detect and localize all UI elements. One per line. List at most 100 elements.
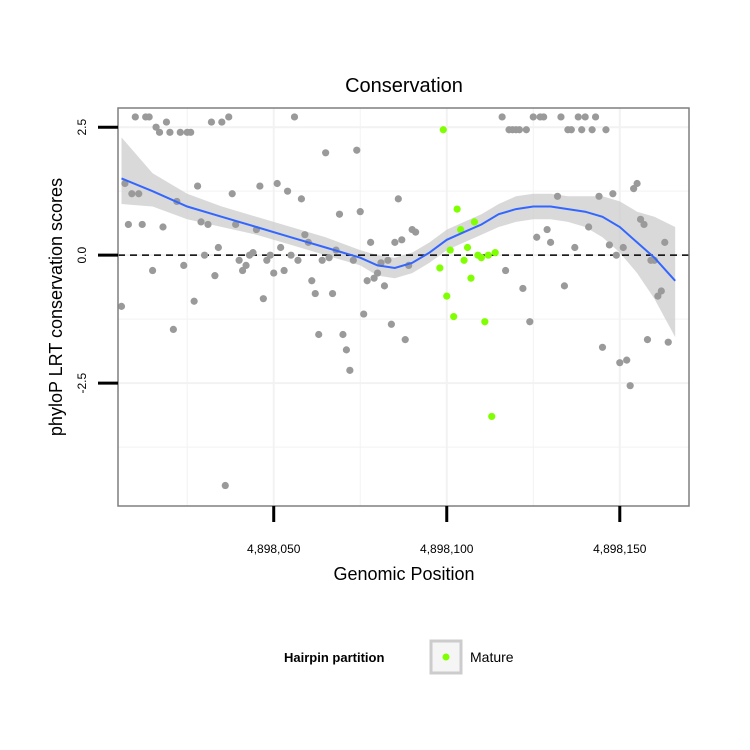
- other-point: [187, 128, 195, 136]
- other-point: [169, 325, 177, 333]
- other-point: [567, 126, 575, 134]
- other-point: [214, 243, 222, 252]
- other-point: [131, 113, 139, 121]
- other-point: [290, 113, 299, 121]
- x-tick-label: 4,898,050: [247, 542, 301, 556]
- other-point: [553, 192, 562, 200]
- other-point: [322, 149, 330, 157]
- mature-point: [491, 249, 499, 257]
- other-point: [211, 272, 219, 280]
- other-point: [373, 269, 382, 277]
- mature-point: [481, 318, 489, 326]
- other-point: [664, 338, 672, 346]
- other-point: [643, 336, 652, 344]
- other-point: [526, 318, 534, 326]
- other-point: [498, 113, 506, 121]
- other-point: [325, 254, 333, 262]
- other-point: [280, 266, 288, 275]
- other-point: [207, 118, 216, 126]
- other-point: [238, 266, 247, 275]
- other-point: [591, 113, 600, 121]
- other-point: [152, 123, 160, 131]
- other-point: [162, 118, 171, 126]
- y-tick-label: 0.0: [75, 247, 89, 264]
- panel-background: [118, 108, 689, 506]
- other-point: [515, 126, 524, 134]
- mature-point: [457, 225, 465, 234]
- x-axis-title: Genomic Position: [333, 564, 474, 584]
- other-point: [256, 182, 264, 190]
- other-point: [367, 238, 375, 246]
- other-point: [200, 251, 209, 259]
- other-point: [190, 297, 198, 305]
- mature-point: [484, 251, 492, 259]
- other-point: [166, 128, 174, 136]
- mature-point: [470, 218, 479, 226]
- other-point: [571, 243, 579, 252]
- other-point: [640, 220, 648, 229]
- other-point: [630, 185, 638, 193]
- other-point: [598, 343, 607, 351]
- other-point: [661, 238, 669, 246]
- other-point: [356, 208, 364, 216]
- other-point: [124, 220, 132, 229]
- other-point: [391, 238, 399, 246]
- other-point: [297, 195, 306, 203]
- other-point: [412, 228, 420, 236]
- mature-point: [467, 274, 475, 282]
- other-point: [605, 241, 614, 249]
- other-point: [232, 220, 240, 229]
- other-point: [585, 223, 593, 231]
- other-point: [287, 251, 295, 259]
- other-point: [595, 192, 603, 200]
- other-point: [266, 251, 274, 259]
- other-point: [636, 215, 645, 223]
- other-point: [581, 113, 589, 121]
- other-point: [328, 289, 337, 298]
- other-point: [387, 320, 395, 328]
- plot-panel: [117, 107, 690, 507]
- mature-point: [463, 243, 472, 252]
- other-point: [602, 126, 610, 134]
- other-point: [529, 113, 537, 121]
- other-point: [138, 220, 146, 229]
- x-tick-label: 4,898,100: [420, 542, 474, 556]
- other-point: [540, 113, 548, 121]
- legend-label-mature: Mature: [470, 649, 514, 665]
- other-point: [543, 225, 551, 234]
- other-point: [235, 256, 243, 264]
- other-point: [612, 251, 620, 259]
- other-point: [308, 277, 316, 285]
- legend: Hairpin partition Mature: [284, 639, 514, 675]
- other-point: [633, 179, 641, 188]
- mature-point: [453, 205, 461, 213]
- other-point: [380, 282, 389, 290]
- other-point: [197, 218, 205, 226]
- other-point: [657, 287, 665, 295]
- chart-title: Conservation: [345, 75, 463, 97]
- other-point: [360, 310, 368, 318]
- mature-point: [443, 292, 451, 300]
- other-point: [121, 179, 129, 188]
- other-point: [277, 243, 285, 252]
- mature-point: [436, 264, 444, 272]
- other-point: [394, 195, 402, 203]
- other-point: [370, 274, 378, 282]
- other-point: [522, 126, 530, 134]
- other-point: [155, 128, 164, 136]
- other-point: [242, 261, 250, 270]
- x-axis: 4,898,050 4,898,100 4,898,150: [247, 506, 647, 556]
- other-point: [283, 187, 292, 195]
- other-point: [225, 113, 233, 121]
- legend-title: Hairpin partition: [284, 650, 384, 665]
- other-point: [221, 481, 229, 490]
- other-point: [180, 261, 188, 270]
- other-point: [204, 220, 212, 229]
- other-point: [159, 223, 167, 231]
- other-point: [623, 356, 631, 364]
- other-point: [346, 366, 354, 374]
- other-point: [176, 128, 184, 136]
- other-point: [363, 277, 371, 285]
- other-point: [318, 256, 326, 264]
- legend-key-mature: [442, 653, 450, 661]
